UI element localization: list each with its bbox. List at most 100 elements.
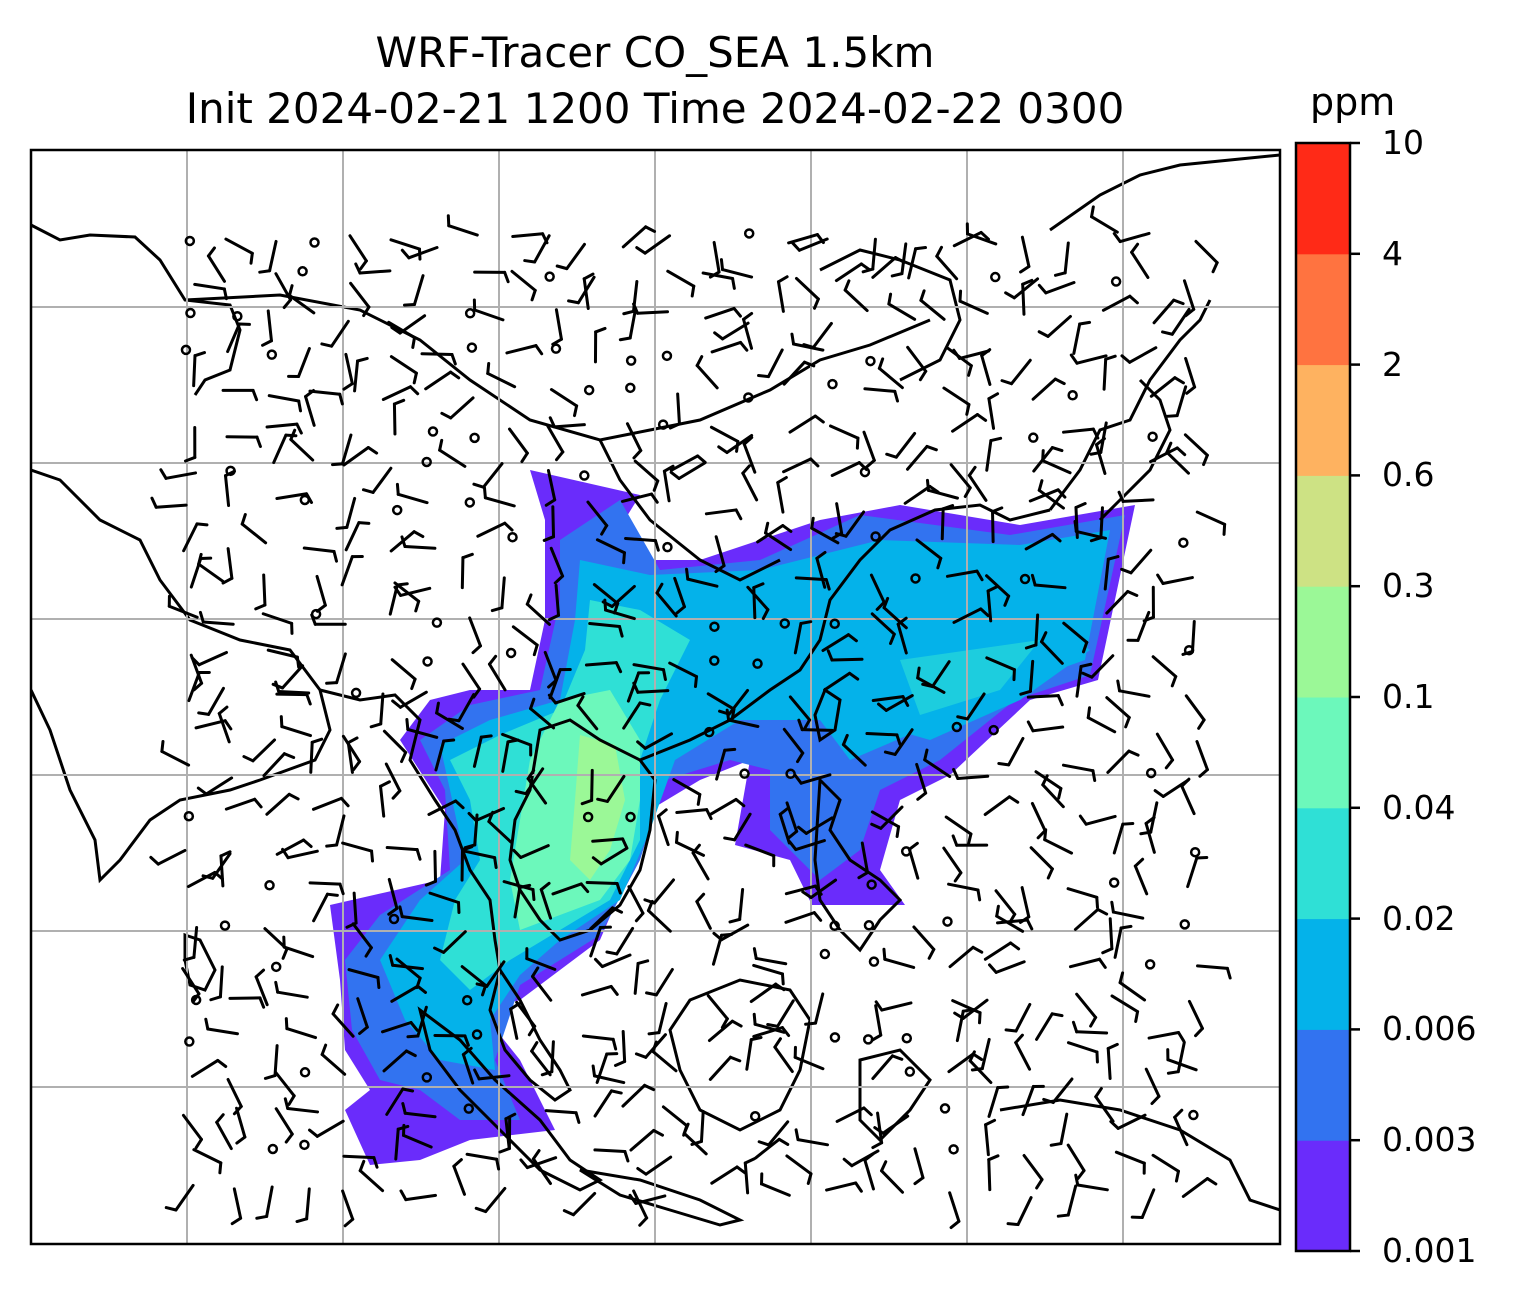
- wind-barb: [916, 666, 946, 694]
- wind-barb: [190, 1058, 228, 1078]
- coastline-sumatra: [417, 1006, 603, 1192]
- map-title-line2: Init 2024-02-21 1200 Time 2024-02-22 030…: [185, 84, 1125, 133]
- wind-barb: [985, 436, 1003, 472]
- colorbar: [1294, 141, 1360, 1253]
- wind-barb: [1071, 1020, 1109, 1035]
- wind-barb: [1062, 621, 1089, 654]
- wind-barb: [354, 262, 392, 275]
- calm-wind-circle: [579, 470, 590, 481]
- wind-barb: [673, 576, 686, 615]
- wind-barb: [1130, 1188, 1156, 1219]
- wind-barb: [984, 1118, 997, 1157]
- wind-barb: [551, 882, 590, 896]
- wind-barb: [987, 1085, 1010, 1118]
- wind-barb: [242, 738, 277, 763]
- wind-barb: [593, 1148, 630, 1163]
- wind-barb: [580, 768, 594, 806]
- wind-barb: [504, 1112, 517, 1151]
- wind-barb: [825, 1181, 863, 1193]
- wind-barb: [420, 352, 457, 366]
- calm-wind-circle: [1179, 919, 1191, 930]
- wind-barb: [996, 918, 1034, 931]
- wind-barb: [487, 810, 513, 844]
- wind-barb: [473, 270, 510, 284]
- wind-barb: [380, 1020, 419, 1034]
- wind-barb: [621, 1083, 656, 1108]
- calm-wind-circle: [866, 879, 877, 890]
- wind-barb: [714, 535, 726, 574]
- wind-barb: [880, 1160, 904, 1194]
- wind-barb: [707, 1019, 743, 1043]
- wind-barb: [401, 1102, 437, 1119]
- calm-wind-circle: [422, 656, 433, 667]
- wind-barb: [193, 282, 228, 301]
- wind-barb: [632, 302, 670, 315]
- wind-barb: [342, 1154, 379, 1169]
- coastline-japan: [1098, 378, 1172, 522]
- wind-barb: [1149, 446, 1187, 464]
- calm-wind-circle: [1067, 390, 1078, 401]
- wind-barb: [1066, 1143, 1086, 1181]
- wind-barb: [710, 1165, 747, 1185]
- calm-wind-circle: [299, 1139, 310, 1151]
- wind-barb: [708, 1055, 742, 1081]
- wind-barb: [645, 968, 674, 997]
- wind-barb: [406, 1005, 428, 1039]
- wind-barb: [643, 878, 675, 905]
- wind-barb: [752, 582, 765, 620]
- wind-barb: [796, 816, 834, 835]
- tracer-plume-0.1: [570, 735, 625, 880]
- wind-barb: [547, 583, 561, 622]
- wind-barb: [907, 841, 920, 880]
- calm-wind-circle: [827, 378, 838, 390]
- wind-barb: [182, 522, 209, 553]
- calm-wind-circle: [829, 1032, 841, 1043]
- wind-barb: [620, 492, 659, 504]
- map-frame: [29, 148, 1282, 1246]
- wind-barb: [164, 1183, 195, 1212]
- wind-barb: [1090, 205, 1119, 234]
- wind-barb: [388, 582, 409, 616]
- wind-barb: [743, 1157, 756, 1195]
- wind-barb: [672, 778, 702, 806]
- wind-barb: [626, 671, 651, 703]
- calm-wind-circle: [904, 1066, 916, 1077]
- calm-wind-circle: [868, 956, 880, 967]
- wind-barb: [784, 884, 823, 896]
- wind-barb: [757, 348, 784, 379]
- calm-wind-circle: [232, 310, 243, 322]
- calm-wind-circle: [859, 466, 871, 478]
- wind-barb: [871, 256, 906, 279]
- calm-wind-circle: [466, 342, 478, 353]
- wind-barb: [1180, 777, 1196, 816]
- calm-wind-circle: [184, 235, 196, 247]
- wind-barb: [474, 1186, 507, 1214]
- colorbar-tick-label: 0.6: [1382, 455, 1435, 495]
- wind-barb: [254, 573, 267, 611]
- wind-barb: [887, 292, 917, 321]
- wind-barb: [655, 582, 678, 618]
- calm-wind-circle: [463, 1103, 475, 1114]
- wind-barb: [633, 959, 650, 995]
- wind-barb: [262, 752, 296, 778]
- wind-barb: [346, 736, 359, 774]
- wind-barb: [513, 883, 532, 919]
- calm-wind-circle: [180, 344, 192, 356]
- wind-barb: [224, 469, 236, 508]
- wind-barb: [1155, 732, 1175, 770]
- wind-barb: [225, 435, 262, 448]
- wind-barb: [187, 670, 211, 703]
- wind-barb: [1022, 1154, 1044, 1190]
- wind-barb: [728, 888, 745, 924]
- wind-barb: [361, 466, 393, 494]
- colorbar-segment: [1296, 143, 1350, 255]
- wind-barb: [752, 1012, 786, 1034]
- wind-barb: [605, 926, 635, 956]
- wind-barb: [1166, 1048, 1198, 1072]
- wind-barb: [452, 1158, 466, 1196]
- wind-barb: [186, 870, 224, 889]
- wind-barb: [1041, 449, 1072, 475]
- wind-barb: [1026, 694, 1064, 707]
- calm-wind-circle: [299, 1067, 311, 1078]
